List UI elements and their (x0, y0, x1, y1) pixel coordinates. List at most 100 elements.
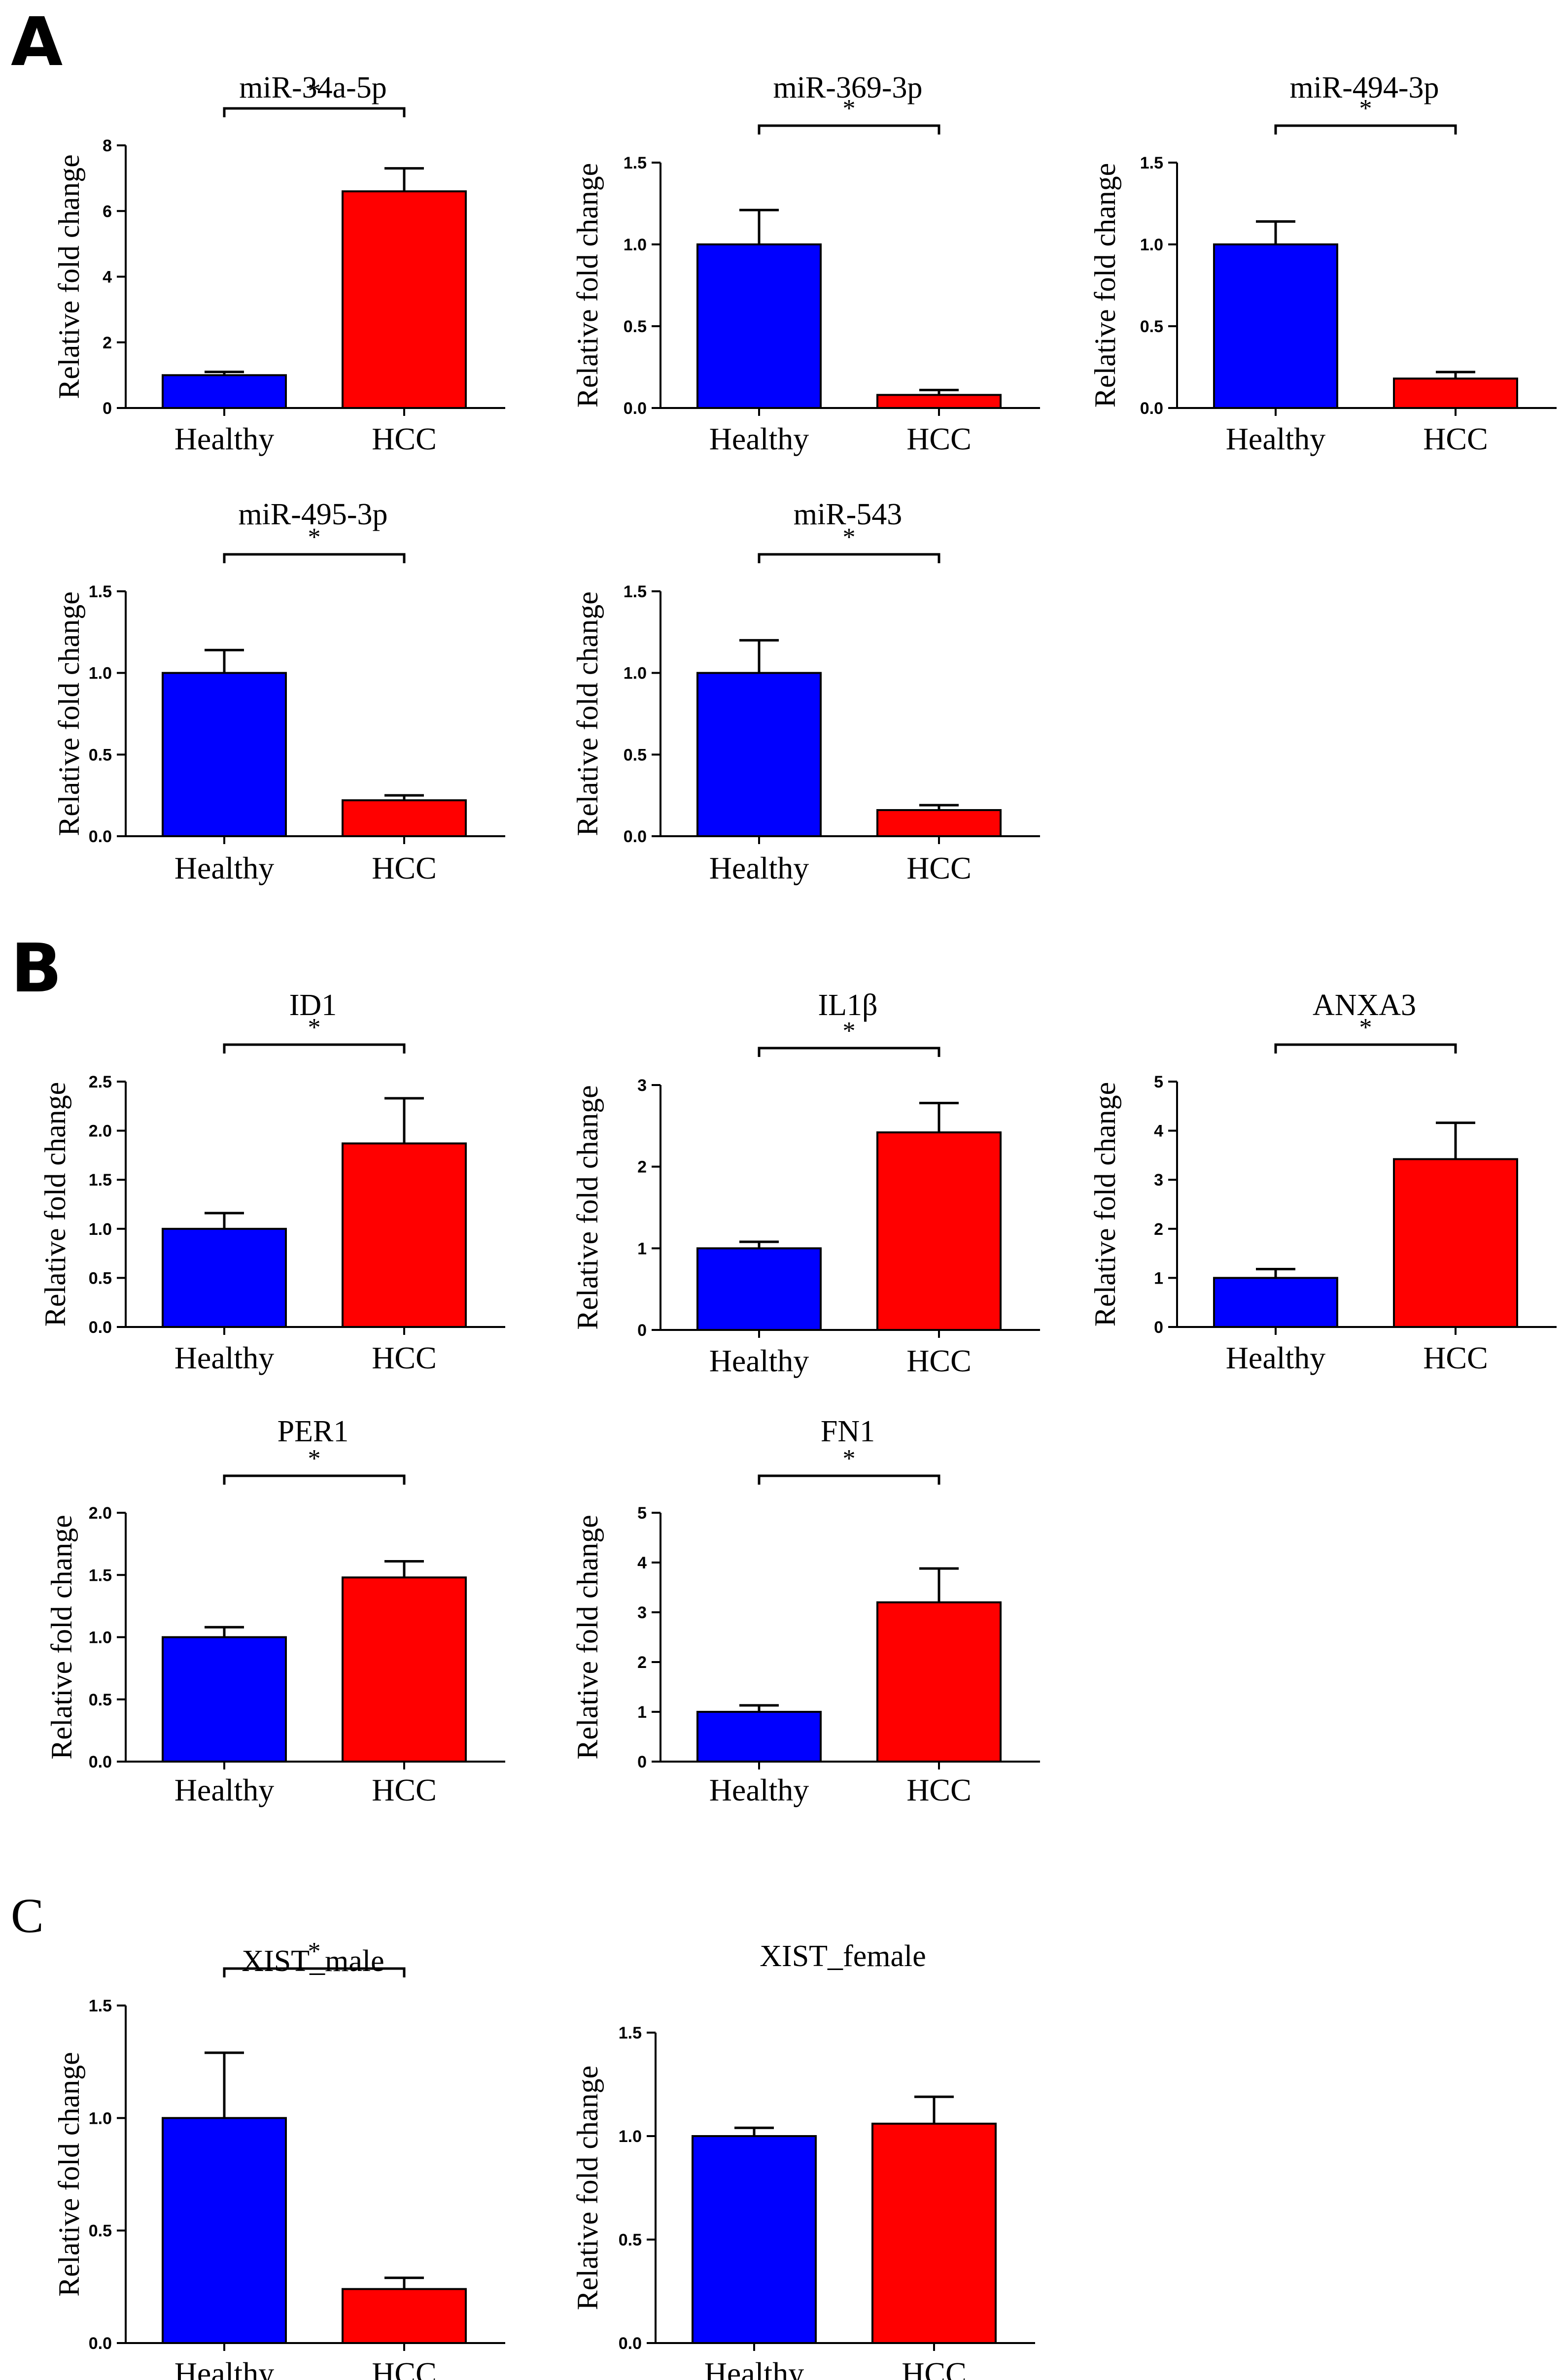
y-axis-label: Relative fold change (1089, 1082, 1121, 1326)
y-tick-label: 5 (637, 1504, 647, 1523)
chart-title: XIST_male (242, 1944, 384, 1978)
y-axis-label: Relative fold change (571, 1085, 604, 1329)
x-tick-label-healthy: Healthy (174, 1772, 275, 1807)
significance-marker: * (843, 1445, 856, 1473)
chart-7: 0 1 2 3 Healthy HCC IL1β Relative fold change * (571, 988, 1040, 1378)
chart-6: 0.0 0.5 1.0 1.5 2.0 2.5 Healthy HCC ID1 Relative … (39, 988, 505, 1375)
y-tick-label: 0.0 (89, 1318, 112, 1337)
significance-bracket (758, 1047, 940, 1057)
x-tick-label-hcc: HCC (906, 1343, 972, 1378)
y-tick-label: 2 (637, 1653, 647, 1672)
chart-11: 0.0 0.5 1.0 1.5 Healthy HCC XIST_male Relative … (53, 1938, 505, 2380)
bar-healthy (162, 672, 287, 837)
x-tick-label-healthy: Healthy (1226, 1340, 1326, 1375)
panel-label-b: B (11, 930, 62, 1008)
significance-marker: * (308, 523, 321, 551)
y-tick-label: 1.5 (89, 1997, 112, 2015)
x-tick-label-hcc: HCC (906, 850, 972, 885)
significance-marker: * (308, 77, 321, 105)
bar-healthy (162, 374, 287, 409)
chart-9: 0.0 0.5 1.0 1.5 2.0 Healthy HCC PER1 Relative fo… (45, 1415, 505, 1807)
y-tick-label: 1 (637, 1239, 647, 1258)
significance-marker: * (843, 523, 856, 551)
bar-healthy (1213, 1277, 1338, 1328)
y-axis-label: Relative fold change (571, 591, 604, 836)
y-tick-label: 2.0 (89, 1122, 112, 1141)
x-tick-label-hcc: HCC (372, 2356, 437, 2380)
significance-marker: * (843, 1017, 856, 1045)
bar-healthy (696, 243, 822, 409)
y-tick-label: 1 (637, 1703, 647, 1722)
y-tick-label: 0.0 (624, 827, 647, 846)
y-tick-label: 2 (637, 1158, 647, 1177)
y-tick-label: 2.5 (89, 1073, 112, 1091)
chart-3: 0.0 0.5 1.0 1.5 Healthy HCC miR-494-3p Relative… (1089, 71, 1557, 456)
chart-title: miR-543 (794, 498, 902, 531)
x-tick-label-hcc: HCC (1423, 1340, 1488, 1375)
y-tick-label: 0.0 (624, 399, 647, 418)
x-tick-label-healthy: Healthy (174, 421, 275, 456)
y-tick-label: 0.5 (624, 746, 647, 764)
y-tick-label: 1.0 (89, 1220, 112, 1239)
bar-hcc (342, 190, 467, 409)
y-tick-label: 1.0 (89, 1629, 112, 1647)
y-axis-label: Relative fold change (45, 1515, 78, 1759)
significance-bracket (223, 107, 406, 117)
x-tick-label-hcc: HCC (372, 1772, 437, 1807)
y-tick-label: 1.5 (624, 154, 647, 172)
significance-marker: * (308, 1445, 321, 1473)
y-axis-label: Relative fold change (39, 1082, 71, 1326)
y-axis-label: Relative fold change (571, 163, 604, 408)
y-tick-label: 1.5 (1140, 154, 1163, 172)
y-axis-label: Relative fold change (53, 591, 85, 836)
significance-marker: * (308, 1938, 321, 1966)
chart-title: ID1 (289, 988, 337, 1022)
y-tick-label: 0.5 (619, 2231, 642, 2249)
chart-title: ANXA3 (1313, 988, 1416, 1022)
x-tick-label-healthy: Healthy (174, 2356, 275, 2380)
y-tick-label: 1.5 (89, 1566, 112, 1585)
y-tick-label: 4 (637, 1554, 647, 1572)
chart-title: miR-369-3p (773, 71, 922, 104)
y-tick-label: 1.5 (624, 582, 647, 601)
bar-healthy (162, 2117, 287, 2345)
bar-hcc (876, 1601, 1002, 1763)
panel-label-c: C (11, 1888, 44, 1943)
bar-healthy (162, 1636, 287, 1763)
y-tick-label: 0.5 (89, 746, 112, 764)
x-tick-label-hcc: HCC (906, 1772, 972, 1807)
y-tick-label: 1.5 (619, 2024, 642, 2042)
chart-10: 0 1 2 3 4 5 Healthy HCC FN1 Relative fold change * (571, 1415, 1040, 1807)
y-tick-label: 1.0 (624, 664, 647, 683)
x-tick-label-hcc: HCC (1423, 421, 1488, 456)
x-tick-label-hcc: HCC (372, 1340, 437, 1375)
y-tick-label: 1.0 (89, 664, 112, 683)
chart-4: 0.0 0.5 1.0 1.5 Healthy HCC miR-495-3p Relative… (53, 498, 505, 885)
significance-marker: * (308, 1014, 321, 1042)
significance-bracket (223, 1043, 406, 1054)
y-axis-label: Relative fold change (1089, 163, 1121, 408)
significance-bracket (1274, 1043, 1457, 1054)
y-tick-label: 0 (1154, 1318, 1163, 1337)
y-axis-label: Relative fold change (53, 2052, 85, 2296)
y-tick-label: 1.0 (1140, 236, 1163, 254)
y-tick-label: 0.5 (89, 1269, 112, 1288)
bar-healthy (696, 672, 822, 837)
y-tick-label: 0.5 (624, 317, 647, 336)
chart-1: 0 2 4 6 8 Healthy HCC miR-34a-5p Relative fold c… (53, 71, 505, 456)
y-tick-label: 1 (1154, 1269, 1163, 1288)
chart-title: miR-495-3p (238, 498, 387, 531)
y-axis-label: Relative fold change (571, 2066, 604, 2310)
y-tick-label: 0.5 (89, 2222, 112, 2241)
x-tick-label-healthy: Healthy (1226, 421, 1326, 456)
y-tick-label: 8 (103, 136, 112, 155)
bar-healthy (692, 2135, 817, 2344)
chart-title: XIST_female (760, 1939, 926, 1973)
y-tick-label: 0.5 (1140, 317, 1163, 336)
y-tick-label: 0 (637, 1753, 647, 1771)
bar-hcc (871, 2122, 997, 2344)
y-tick-label: 1.5 (89, 582, 112, 601)
significance-bracket (758, 1474, 940, 1485)
bar-hcc (342, 1576, 467, 1763)
